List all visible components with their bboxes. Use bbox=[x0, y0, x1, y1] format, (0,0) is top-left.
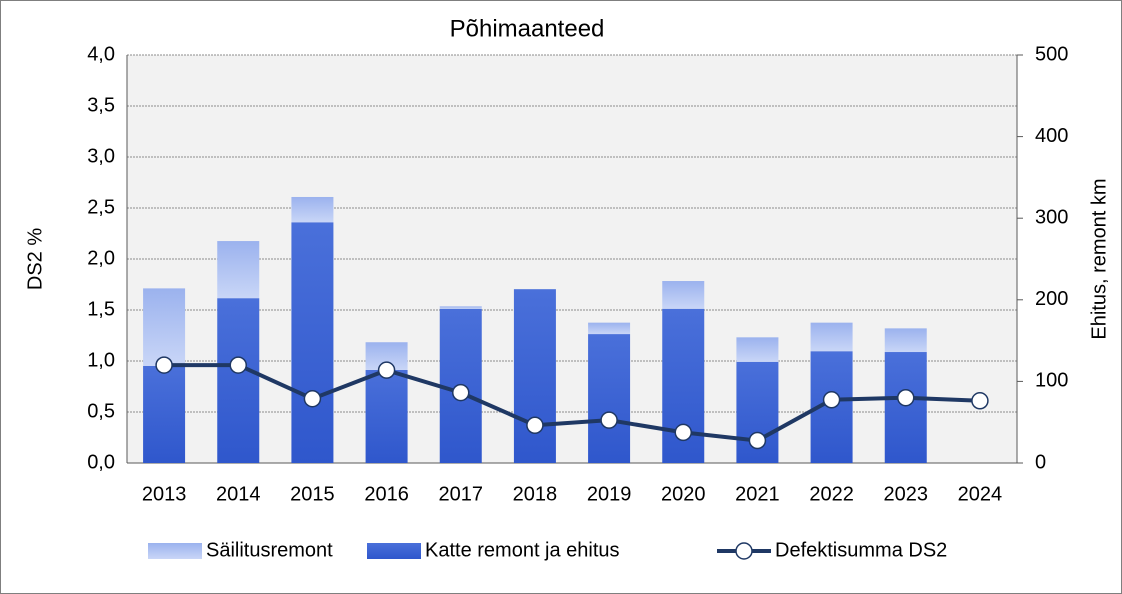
line-marker bbox=[526, 416, 544, 435]
line-marker bbox=[303, 389, 322, 408]
y2-tick-label: 300 bbox=[1035, 206, 1068, 228]
bar bbox=[810, 322, 853, 352]
y2-tick-label: 100 bbox=[1035, 370, 1068, 392]
line-marker bbox=[748, 431, 767, 450]
line bbox=[164, 363, 980, 443]
y-tick-label: 0,5 bbox=[87, 400, 115, 422]
line-marker bbox=[155, 356, 173, 374]
y-tick-label: 2,5 bbox=[87, 196, 115, 218]
legend-swatch bbox=[148, 543, 202, 559]
bar bbox=[513, 289, 556, 463]
x-tick-label: 2017 bbox=[439, 483, 484, 505]
y2-tick-label: 500 bbox=[1035, 43, 1068, 65]
y-tick-label: 3,0 bbox=[87, 145, 115, 167]
legend-label: Katte remont ja ehitus bbox=[425, 539, 620, 561]
x-tick-label: 2016 bbox=[364, 483, 409, 505]
bar bbox=[143, 288, 186, 366]
y2-tick-label: 400 bbox=[1035, 125, 1068, 147]
bar bbox=[291, 222, 334, 463]
line-marker bbox=[897, 388, 915, 407]
bar bbox=[217, 298, 260, 463]
bar bbox=[143, 365, 186, 463]
bar bbox=[736, 337, 779, 362]
line-marker bbox=[377, 361, 396, 379]
bar bbox=[365, 369, 408, 463]
x-tick-label: 2014 bbox=[216, 483, 261, 505]
y-tick-label: 1,0 bbox=[87, 349, 115, 371]
y2-tick-label: 200 bbox=[1035, 288, 1068, 310]
bar bbox=[439, 306, 482, 309]
x-tick-label: 2021 bbox=[735, 483, 780, 505]
bar bbox=[588, 322, 631, 335]
x-tick-label: 2013 bbox=[142, 483, 187, 505]
x-tick-label: 2024 bbox=[958, 483, 1003, 505]
line-marker bbox=[229, 356, 247, 374]
line-marker bbox=[674, 423, 692, 442]
y-tick-label: 2,0 bbox=[87, 247, 115, 269]
line-marker bbox=[452, 383, 470, 402]
line-marker bbox=[600, 411, 618, 429]
x-tick-label: 2020 bbox=[661, 483, 706, 505]
bar bbox=[884, 352, 927, 463]
x-tick-label: 2019 bbox=[587, 483, 632, 505]
y-tick-label: 1,5 bbox=[87, 298, 115, 320]
y-tick-label: 0,0 bbox=[87, 451, 115, 473]
y-tick-label: 3,5 bbox=[87, 94, 115, 116]
bar bbox=[217, 241, 260, 299]
x-tick-label: 2018 bbox=[513, 483, 558, 505]
legend-marker bbox=[735, 542, 753, 560]
y2-axis-label: Ehitus, remont km bbox=[1088, 178, 1110, 339]
x-tick-label: 2023 bbox=[884, 483, 929, 505]
legend-label: Säilitusremont bbox=[206, 539, 333, 561]
legend-label: Defektisumma DS2 bbox=[775, 539, 947, 561]
line-marker bbox=[822, 391, 841, 409]
x-tick-label: 2022 bbox=[809, 483, 854, 505]
legend-swatch bbox=[367, 543, 421, 559]
bar bbox=[588, 334, 631, 463]
bar bbox=[884, 328, 927, 353]
line-marker bbox=[971, 392, 989, 410]
chart-title: Põhimaanteed bbox=[450, 15, 605, 42]
bar bbox=[662, 281, 705, 309]
y-tick-label: 4,0 bbox=[87, 43, 115, 65]
y2-tick-label: 0 bbox=[1035, 451, 1046, 473]
bar bbox=[291, 196, 334, 223]
x-tick-label: 2015 bbox=[290, 483, 335, 505]
y-axis-label: DS2 % bbox=[24, 228, 46, 290]
